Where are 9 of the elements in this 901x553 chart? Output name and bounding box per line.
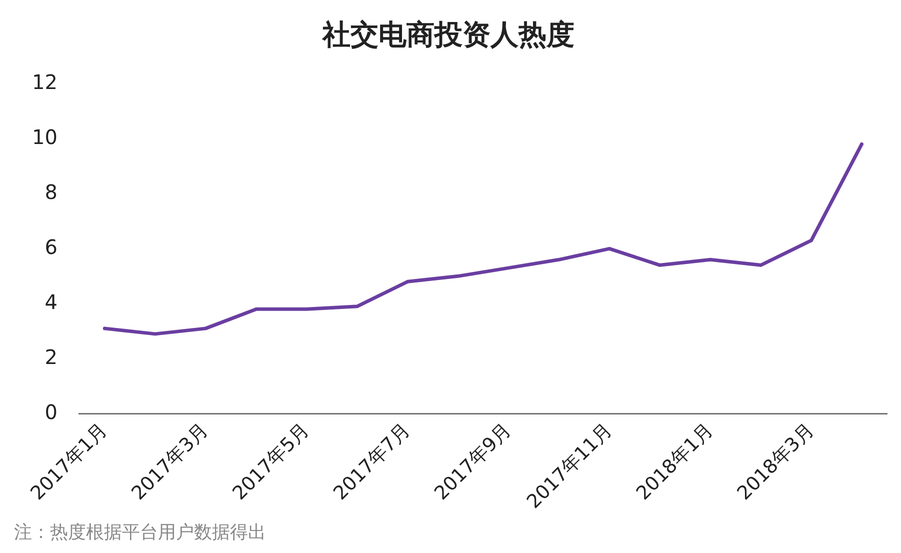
y-tick-label: 10 — [32, 124, 58, 149]
y-tick-label: 0 — [44, 400, 58, 424]
y-tick-label: 6 — [44, 234, 58, 259]
y-tick-label: 8 — [44, 180, 58, 204]
text: 注：热度根据平台用户数据得出 — [14, 521, 266, 544]
y-tick-label: 2 — [44, 344, 58, 369]
y-tick-label: 12 — [32, 70, 58, 94]
chart-title: 社交电商投资人热度 — [322, 18, 574, 52]
y-tick-label: 4 — [44, 290, 58, 314]
